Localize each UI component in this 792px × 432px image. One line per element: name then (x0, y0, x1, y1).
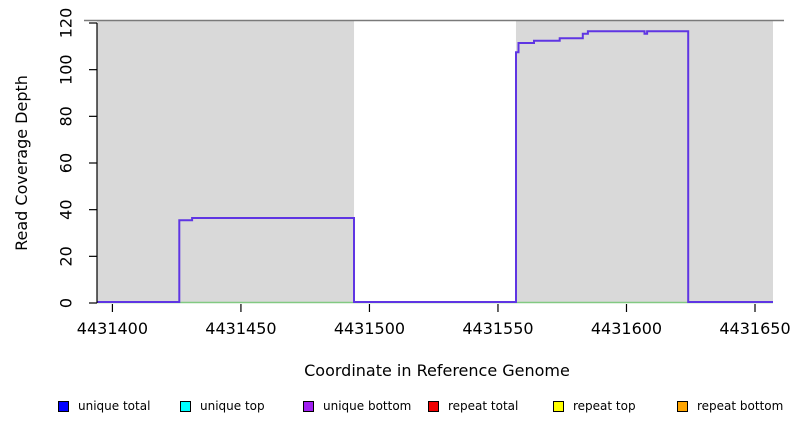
masked-region-left (97, 21, 355, 303)
plot-legend: unique total unique top unique bottom repea… (0, 399, 792, 419)
y-axis-title: Read Coverage Depth (12, 75, 31, 251)
x-tick-label: 4431500 (334, 319, 405, 338)
x-tick-label: 4431550 (462, 319, 533, 338)
legend-item-repeat-top: repeat top (553, 399, 636, 413)
x-axis-title: Coordinate in Reference Genome (304, 361, 570, 380)
plot-axes-layer: 0 20 40 60 80 100 120 4431400 4431450 4431500 4431… (57, 8, 791, 338)
legend-item-unique-bottom: unique bottom (303, 399, 411, 413)
legend-label: repeat total (448, 399, 519, 413)
y-tick-label: 20 (57, 246, 76, 266)
y-tick-label: 60 (57, 153, 76, 173)
y-tick-label: 80 (57, 106, 76, 126)
legend-swatch-icon (677, 400, 688, 412)
plot-background-layer (84, 19, 784, 303)
coverage-line (97, 30, 773, 303)
legend-label: repeat bottom (697, 399, 784, 413)
y-tick-label: 40 (57, 199, 76, 219)
legend-item-repeat-total: repeat total (428, 399, 518, 413)
legend-item-unique-top: unique top (180, 399, 265, 413)
legend-swatch-icon (553, 400, 564, 412)
legend-swatch-icon (58, 400, 69, 412)
legend-label: repeat top (573, 399, 636, 413)
legend-label: unique total (78, 399, 151, 413)
x-tick-label: 4431450 (205, 319, 276, 338)
legend-label: unique bottom (323, 399, 412, 413)
x-tick-label: 4431650 (719, 319, 790, 338)
plot-data-layer (97, 30, 773, 304)
legend-swatch-icon (303, 400, 314, 412)
legend-swatch-icon (180, 400, 191, 412)
x-tick-label: 4431600 (591, 319, 662, 338)
legend-swatch-icon (428, 400, 439, 412)
y-tick-label: 120 (57, 8, 76, 39)
legend-label: unique top (200, 399, 265, 413)
masked-region-right (515, 21, 773, 303)
legend-item-repeat-bottom: repeat bottom (677, 399, 783, 413)
y-tick-label: 0 (57, 298, 76, 308)
y-tick-label: 100 (57, 54, 76, 85)
x-tick-label: 4431400 (77, 319, 148, 338)
legend-item-unique-total: unique total (58, 399, 150, 413)
